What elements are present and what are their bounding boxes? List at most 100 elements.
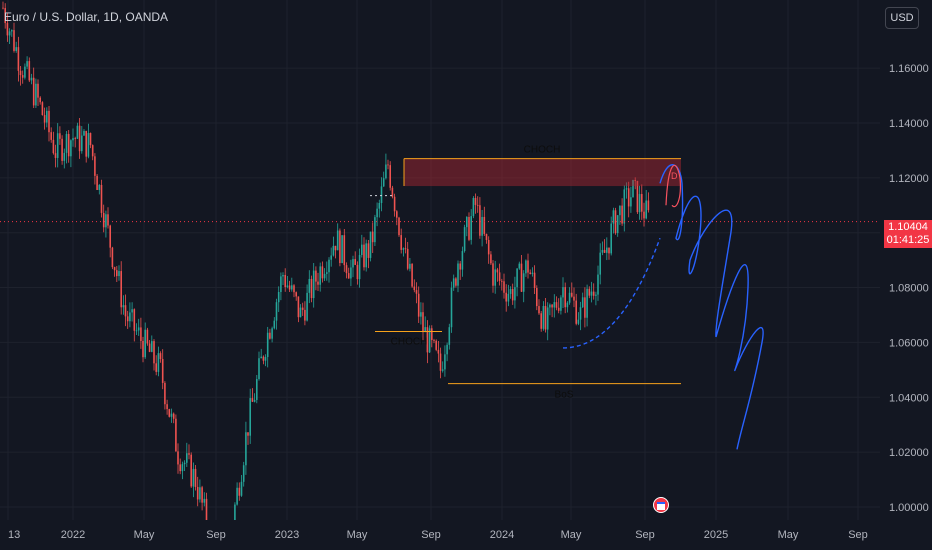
candle-body — [111, 247, 114, 268]
candle-body — [247, 432, 249, 436]
candle-body — [299, 307, 302, 318]
marker-loop — [665, 164, 681, 208]
candle-body — [339, 230, 341, 264]
candle-body — [148, 343, 151, 352]
candle-body — [457, 263, 459, 286]
candle-body — [137, 327, 140, 331]
candle-body — [378, 203, 381, 209]
time-axis[interactable]: 13 2022 May Sep 2023 May Sep 2024 May Sep 2025 May S… — [0, 520, 932, 550]
candle-body — [118, 271, 120, 277]
candle-body — [288, 285, 291, 290]
candle-body — [452, 278, 455, 288]
candle-body — [376, 208, 378, 218]
candle-body — [107, 214, 109, 226]
candle-body — [190, 454, 192, 487]
candle-body — [616, 215, 619, 234]
candle-body — [498, 272, 501, 281]
candle-body — [479, 205, 481, 236]
candle-body — [494, 269, 496, 286]
candle-body — [343, 235, 346, 266]
candle-body — [560, 297, 562, 311]
us-flag-event-icon[interactable] — [653, 497, 669, 513]
candle-body — [308, 278, 311, 293]
candle-body — [48, 110, 50, 133]
candle-body — [466, 216, 468, 228]
candle-body — [551, 304, 553, 308]
candle-body — [67, 133, 70, 157]
candle-body — [140, 327, 142, 341]
candle-body — [13, 30, 15, 51]
candle-body — [391, 187, 394, 197]
candle-body — [54, 153, 57, 158]
candle-body — [326, 272, 328, 274]
candle-body — [41, 102, 44, 116]
candle-body — [468, 216, 470, 240]
candle-body — [251, 398, 254, 402]
candle-body — [369, 231, 372, 258]
candle-body — [273, 320, 276, 329]
candle-body — [52, 139, 55, 154]
candle-body — [179, 464, 181, 472]
price-axis[interactable]: 1.160001.140001.120001.100001.080001.060… — [880, 0, 932, 550]
candle-body — [446, 344, 448, 355]
candle-body — [330, 255, 332, 260]
candle-body — [396, 211, 398, 218]
candle-body — [409, 263, 411, 269]
candle-body — [96, 175, 98, 190]
candle-body — [448, 327, 451, 345]
candle-body — [645, 200, 647, 219]
candle-body — [234, 504, 236, 527]
candle-body — [435, 340, 437, 350]
candle-body — [433, 339, 435, 341]
candle-body — [116, 270, 118, 277]
candle-body — [315, 270, 317, 282]
candle-body — [238, 487, 241, 496]
candle-body — [256, 379, 258, 400]
candle-body — [398, 217, 400, 236]
candle-body — [437, 349, 440, 354]
candle-body — [540, 313, 542, 329]
candle-body — [426, 327, 429, 353]
candle-body — [146, 329, 149, 344]
candle-body — [610, 223, 612, 254]
currency-button[interactable]: USD — [885, 7, 919, 29]
candle-body — [562, 287, 564, 298]
candle-body — [365, 243, 367, 268]
candle-body — [614, 210, 617, 234]
candle-body — [638, 194, 641, 213]
candle-body — [26, 61, 28, 67]
candle-body — [264, 357, 267, 361]
candle-body — [415, 290, 418, 294]
candle-body — [291, 285, 293, 290]
candle-body — [481, 216, 483, 236]
candle-body — [404, 248, 407, 250]
candle-body — [188, 453, 190, 455]
candle-body — [352, 259, 354, 268]
candle-body — [509, 289, 512, 294]
candle-body — [85, 130, 87, 157]
candle-body — [496, 269, 499, 273]
candle-body — [389, 165, 391, 188]
candle-body — [72, 138, 74, 141]
candle-body — [11, 30, 13, 32]
candle-body — [126, 316, 129, 322]
candle-body — [282, 275, 284, 277]
candle-body — [181, 464, 184, 472]
candle-body — [485, 233, 488, 240]
candle-body — [345, 265, 348, 274]
candle-body — [280, 276, 282, 293]
candle-body — [253, 399, 256, 402]
candle-body — [17, 47, 20, 71]
candle-body — [170, 413, 173, 417]
price-tick-label: 1.06000 — [889, 337, 929, 349]
candle-body — [297, 296, 300, 318]
candle-body — [203, 498, 206, 503]
candle-body — [65, 133, 68, 153]
candle-body — [608, 247, 610, 254]
candle-body — [83, 130, 85, 136]
candle-body — [50, 132, 52, 140]
candle-body — [546, 307, 549, 330]
candle-body — [30, 77, 33, 81]
candle-body — [361, 244, 363, 255]
